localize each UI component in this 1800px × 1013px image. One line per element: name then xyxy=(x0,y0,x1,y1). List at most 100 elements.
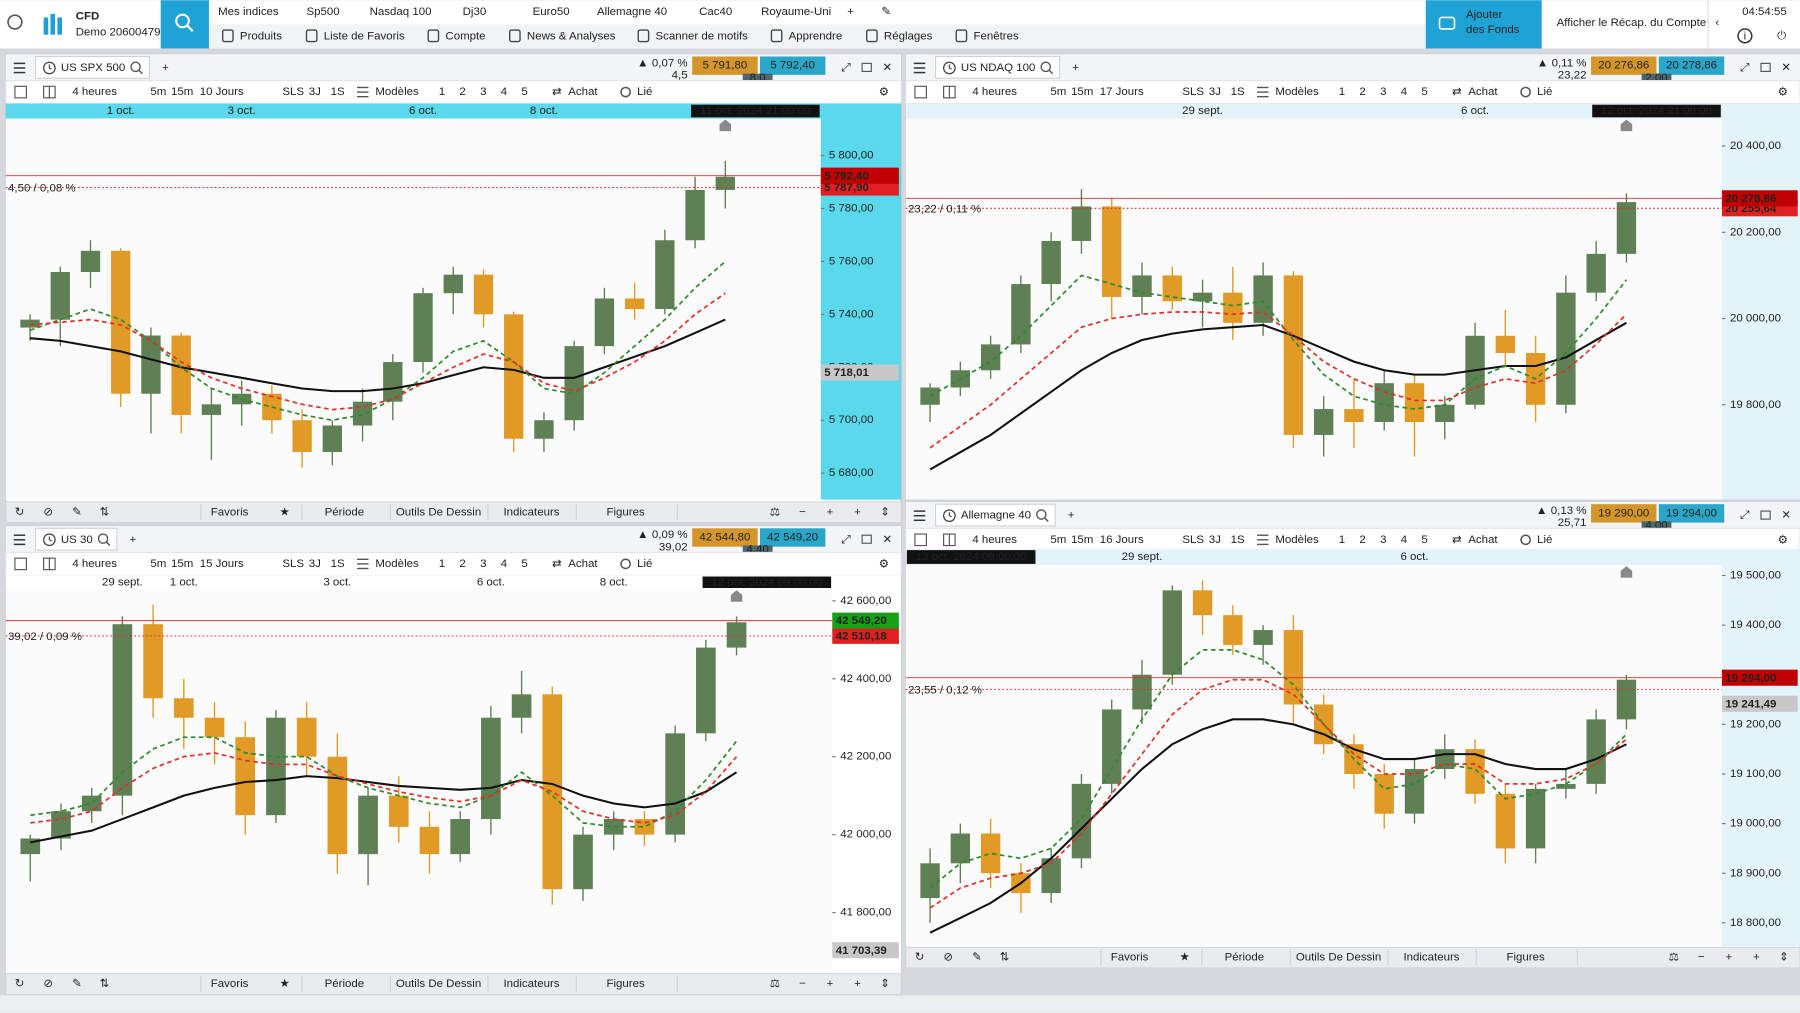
link[interactable]: Lié xyxy=(637,558,652,570)
toolbar-button[interactable]: Favoris xyxy=(211,978,249,990)
quick-range[interactable]: 3J xyxy=(309,558,321,570)
ask-box[interactable] xyxy=(759,56,826,75)
settings-icon[interactable]: ⚙ xyxy=(1778,534,1788,546)
reset-icon[interactable]: ↻ xyxy=(915,952,925,964)
favorite-star[interactable]: ★ xyxy=(280,506,290,518)
list-icon[interactable] xyxy=(14,557,27,571)
expand-icon[interactable]: ⤢ xyxy=(841,534,850,546)
close-icon[interactable]: ✕ xyxy=(883,534,893,546)
zoom-in[interactable]: + xyxy=(1725,952,1732,964)
add-index[interactable]: + xyxy=(847,6,854,18)
info-icon[interactable]: i xyxy=(1744,30,1747,42)
templates[interactable]: Modèles xyxy=(1275,534,1319,546)
zoom-out[interactable]: − xyxy=(799,978,806,990)
user-icon[interactable] xyxy=(7,14,23,30)
layout-number[interactable]: 4 xyxy=(501,558,508,570)
quick-range[interactable]: SLS xyxy=(282,558,304,570)
favorite-star[interactable]: ★ xyxy=(280,978,290,990)
layout-number[interactable]: 3 xyxy=(1380,86,1386,98)
fit-icon[interactable]: ⇕ xyxy=(880,978,890,990)
cursor-icon[interactable]: ⇅ xyxy=(100,978,110,990)
toolbar-button[interactable]: Indicateurs xyxy=(1403,952,1459,964)
timeframe[interactable]: 4 heures xyxy=(72,558,117,570)
settings-icon[interactable]: ⚙ xyxy=(879,87,889,99)
close-icon[interactable]: ✕ xyxy=(1781,62,1791,74)
collapse[interactable]: ‹ xyxy=(1715,17,1719,29)
edit-indices[interactable]: ✎ xyxy=(881,6,891,18)
menu-item[interactable]: Produits xyxy=(240,30,282,42)
index-tab[interactable]: Mes indices xyxy=(218,6,279,18)
toolbar-button[interactable]: Figures xyxy=(607,506,646,518)
link[interactable]: Lié xyxy=(1537,86,1552,98)
layout-number[interactable]: 4 xyxy=(1401,86,1408,98)
toolbar-button[interactable]: Outils De Dessin xyxy=(396,978,481,990)
clear-icon[interactable]: ⊘ xyxy=(43,978,53,990)
layout-number[interactable]: 1 xyxy=(1339,86,1345,98)
close-icon[interactable]: ✕ xyxy=(883,62,893,74)
expand-icon[interactable]: ⤢ xyxy=(841,62,850,74)
index-tab[interactable]: Royaume-Uni xyxy=(761,6,831,18)
range[interactable]: 15 Jours xyxy=(200,558,244,570)
bid-box[interactable] xyxy=(692,528,758,547)
range[interactable]: 10 Jours xyxy=(200,86,244,98)
search-icon[interactable] xyxy=(97,533,109,544)
buy-icon[interactable]: ⇄ xyxy=(552,86,562,98)
search-icon[interactable] xyxy=(130,61,141,73)
layout-number[interactable]: 4 xyxy=(1401,534,1408,546)
zoom-in[interactable]: + xyxy=(827,978,834,990)
quick-range[interactable]: 1S xyxy=(1231,534,1245,546)
templates[interactable]: Modèles xyxy=(375,558,419,570)
index-tab[interactable]: Cac40 xyxy=(699,6,732,18)
cursor-icon[interactable]: ⇅ xyxy=(100,506,110,518)
ask-box[interactable] xyxy=(759,528,826,547)
index-tab[interactable]: Euro50 xyxy=(533,6,570,18)
settings-icon[interactable]: ⚙ xyxy=(1778,87,1788,99)
scale-icon[interactable]: ⚖ xyxy=(770,978,780,990)
instrument-tab[interactable] xyxy=(935,55,1061,79)
quick-range[interactable]: SLS xyxy=(282,86,304,98)
add-tab[interactable]: + xyxy=(162,62,169,74)
link[interactable]: Lié xyxy=(1537,534,1552,546)
buy-icon[interactable]: ⇄ xyxy=(552,558,562,570)
fit-icon[interactable]: ⇕ xyxy=(880,506,890,518)
templates[interactable]: Modèles xyxy=(375,86,419,98)
toolbar-button[interactable]: Outils De Dessin xyxy=(396,506,481,518)
layout-number[interactable]: 2 xyxy=(1359,534,1365,546)
window-icon[interactable] xyxy=(1760,510,1771,520)
buy[interactable]: Achat xyxy=(568,86,598,98)
quick-range[interactable]: 1S xyxy=(331,558,345,570)
instrument-tab[interactable] xyxy=(35,527,118,551)
interval[interactable]: 5m xyxy=(150,86,166,98)
range[interactable]: 16 Jours xyxy=(1100,534,1144,546)
index-tab[interactable]: Allemagne 40 xyxy=(597,6,667,18)
expand-icon[interactable]: ⤢ xyxy=(1740,62,1749,74)
interval[interactable]: 5m xyxy=(1050,86,1066,98)
toolbar-button[interactable]: Indicateurs xyxy=(503,978,559,990)
toolbar-button[interactable]: Favoris xyxy=(211,506,249,518)
zoom-in[interactable]: + xyxy=(827,506,834,518)
crosshair[interactable]: + xyxy=(854,506,861,518)
layout-number[interactable]: 2 xyxy=(459,86,465,98)
info-icon[interactable] xyxy=(1737,28,1753,44)
scale-icon[interactable]: ⚖ xyxy=(1669,952,1679,964)
index-tab[interactable]: Sp500 xyxy=(307,6,340,18)
search-icon[interactable] xyxy=(1040,61,1052,73)
buy[interactable]: Achat xyxy=(1468,534,1498,546)
search-button[interactable] xyxy=(160,0,209,49)
reset-icon[interactable]: ↻ xyxy=(15,506,25,518)
toolbar-button[interactable]: Figures xyxy=(607,978,646,990)
layout-number[interactable]: 3 xyxy=(480,558,486,570)
settings-icon[interactable]: ⚙ xyxy=(879,559,889,571)
list-icon[interactable] xyxy=(14,85,27,99)
layout-number[interactable]: 5 xyxy=(521,558,527,570)
bid-box[interactable] xyxy=(692,56,758,75)
link[interactable]: Lié xyxy=(637,86,652,98)
add-tab[interactable]: + xyxy=(1068,510,1075,522)
quick-range[interactable]: 1S xyxy=(331,86,345,98)
interval[interactable]: 15m xyxy=(1071,86,1093,98)
clear-icon[interactable]: ⊘ xyxy=(43,506,53,518)
toolbar-button[interactable]: Période xyxy=(325,978,365,990)
zoom-out[interactable]: − xyxy=(1698,952,1705,964)
layout-number[interactable]: 1 xyxy=(1339,534,1345,546)
quick-range[interactable]: SLS xyxy=(1182,534,1204,546)
